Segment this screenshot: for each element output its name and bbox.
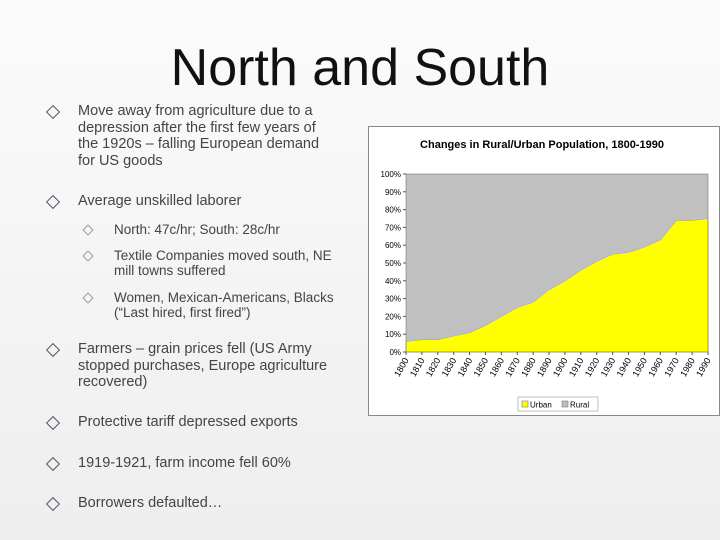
bullet: Protective tariff depressed exports	[78, 414, 340, 431]
chart-title: Changes in Rural/Urban Population, 1800-…	[420, 139, 664, 151]
sub-bullet: Textile Companies moved south, NE mill t…	[114, 248, 339, 278]
area	[406, 174, 708, 342]
y-tick-label: 100%	[381, 170, 401, 179]
y-tick-label: 20%	[385, 312, 401, 321]
y-tick-label: 90%	[385, 188, 401, 197]
y-tick-label: 80%	[385, 206, 401, 215]
sub-bullet: North: 47c/hr; South: 28c/hr	[114, 222, 339, 237]
bullet: 1919-1921, farm income fell 60%	[78, 455, 340, 472]
legend-label: Urban	[530, 401, 552, 410]
sub-bullet: Women, Mexican-Americans, Blacks (“Last …	[114, 290, 339, 320]
bullet: Average unskilled laborer	[78, 193, 340, 210]
y-tick-label: 40%	[385, 277, 401, 286]
legend-frame	[517, 396, 599, 412]
bullet: Move away from agriculture due to a depr…	[78, 103, 330, 169]
bullet: Farmers – grain prices fell (US Army sto…	[78, 341, 340, 391]
y-tick-label: 70%	[385, 223, 401, 232]
y-tick-label: 0%	[389, 348, 401, 357]
y-tick-label: 10%	[385, 330, 401, 339]
y-tick-label: 50%	[385, 259, 401, 268]
legend-label: Rural	[570, 401, 589, 410]
y-tick-label: 30%	[385, 295, 401, 304]
chart: Changes in Rural/Urban Population, 1800-…	[368, 126, 720, 416]
slide-title: North and South	[170, 39, 550, 97]
bullet: Borrowers defaulted…	[78, 495, 340, 512]
legend-swatch	[521, 400, 529, 408]
y-tick-label: 60%	[385, 241, 401, 250]
legend-swatch	[561, 400, 569, 408]
